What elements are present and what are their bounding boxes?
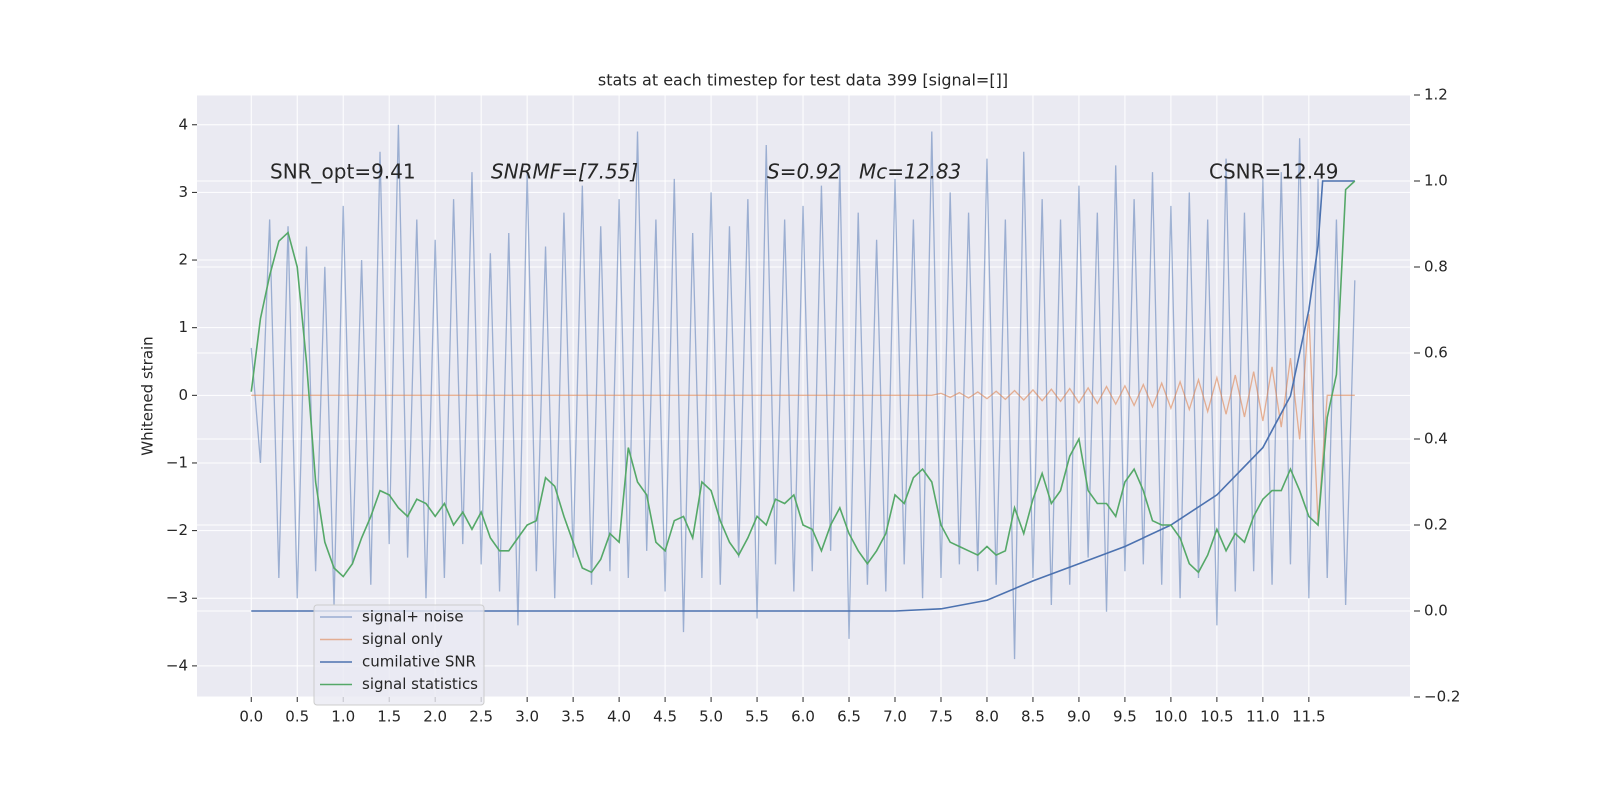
x-tick-label: 8.0 [975, 708, 999, 726]
y2-tick-label: 0.6 [1424, 344, 1448, 362]
annotation: Mc=12.83 [859, 160, 961, 184]
legend-label: signal statistics [362, 675, 478, 693]
x-tick-label: 3.0 [515, 708, 539, 726]
x-tick-label: 5.5 [745, 708, 769, 726]
ticks: 0.0 0.5 1.0 1.5 2.0 2.5 3.0 3.5 4.0 4.5 5.0 5.5 6.0 6… [166, 86, 1461, 726]
series-lines [250, 124, 1356, 660]
x-tick-label: 2.0 [423, 708, 447, 726]
x-tick-label: 9.5 [1113, 708, 1137, 726]
x-tick-label: 4.5 [653, 708, 677, 726]
x-tick-label: 5.0 [699, 708, 723, 726]
series-line [250, 180, 1356, 578]
y2-tick-label: 1.2 [1424, 86, 1448, 104]
x-tick-label: 1.0 [331, 708, 355, 726]
y-tick-label: −1 [166, 453, 188, 471]
x-tick-label: 7.5 [929, 708, 953, 726]
legend-label: signal+ noise [362, 608, 464, 626]
y-tick-label: 4 [178, 115, 188, 133]
y2-tick-label: −0.2 [1424, 688, 1460, 706]
x-tick-label: 0.5 [285, 708, 309, 726]
legend-box [313, 604, 485, 706]
grid [197, 94, 1410, 698]
x-tick-label: 2.5 [469, 708, 493, 726]
y2-tick-label: 1.0 [1424, 172, 1448, 190]
y-tick-label: −4 [166, 656, 188, 674]
x-tick-label: 8.5 [1021, 708, 1045, 726]
annotation: S=0.92 [767, 160, 841, 184]
y2-tick-label: 0.4 [1424, 430, 1448, 448]
chart-title: stats at each timestep for test data 399… [598, 71, 1008, 90]
y-axis-label: Whitened strain [139, 336, 157, 455]
annotation: SNRMF=[7.55] [491, 160, 638, 184]
y2-tick-label: 0.2 [1424, 516, 1448, 534]
x-tick-label: 11.0 [1246, 708, 1279, 726]
legend: signal+ noise signal only cumilative SNR si… [313, 604, 485, 706]
y2-tick-label: 0.0 [1424, 602, 1448, 620]
y-tick-label: 2 [178, 251, 188, 269]
y-tick-label: 3 [178, 183, 188, 201]
x-tick-label: 4.0 [607, 708, 631, 726]
x-tick-label: 10.5 [1200, 708, 1233, 726]
x-tick-label: 10.0 [1154, 708, 1187, 726]
x-tick-label: 9.0 [1067, 708, 1091, 726]
series-line [250, 124, 1356, 660]
y2-tick-label: 0.8 [1424, 258, 1448, 276]
y-tick-label: 1 [178, 318, 188, 336]
annotation: CSNR=12.49 [1209, 160, 1339, 184]
series-line [251, 314, 1355, 524]
x-tick-label: 6.5 [837, 708, 861, 726]
x-tick-label: 0.0 [239, 708, 263, 726]
legend-label: cumilative SNR [362, 653, 476, 671]
x-tick-label: 6.0 [791, 708, 815, 726]
y-tick-label: −3 [166, 589, 188, 607]
x-tick-label: 3.5 [561, 708, 585, 726]
y-tick-label: 0 [178, 386, 188, 404]
legend-label: signal only [362, 630, 443, 648]
x-tick-label: 11.5 [1292, 708, 1325, 726]
y-tick-label: −2 [166, 521, 188, 539]
x-tick-label: 1.5 [377, 708, 401, 726]
annotation: SNR_opt=9.41 [270, 160, 416, 184]
x-tick-label: 7.0 [883, 708, 907, 726]
